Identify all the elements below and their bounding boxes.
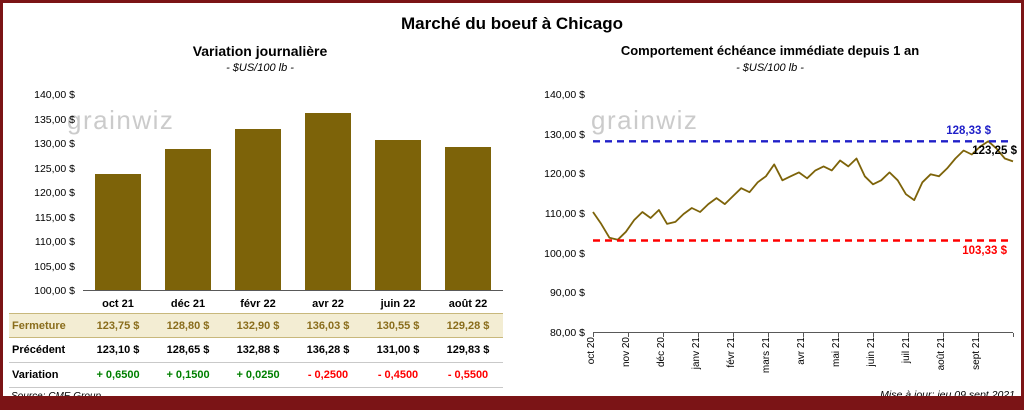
price-line-chart <box>592 140 1014 242</box>
category-label: juin 22 <box>380 298 416 310</box>
x-tick <box>943 333 944 337</box>
table-cell: 130,55 $ <box>376 319 420 332</box>
category-row: oct 21 déc 21 févr 22 avr 22 juin 22 août 22 <box>9 295 503 313</box>
x-tick <box>873 333 874 337</box>
x-axis-label: juil 21 <box>901 337 912 364</box>
y-axis-label: 140,00 $ <box>34 89 75 101</box>
table-cell: 131,00 $ <box>376 344 420 356</box>
row-label: Précédent <box>12 344 66 356</box>
table-cell: 128,80 $ <box>166 319 210 332</box>
table-cell: 136,28 $ <box>306 344 350 356</box>
y-axis-label: 90,00 $ <box>549 287 585 300</box>
table-cell: - 0,5500 <box>447 369 489 381</box>
table-cell: 129,28 $ <box>446 319 490 332</box>
row-label: Variation <box>12 369 59 381</box>
x-tick <box>838 333 839 337</box>
category-label: avr 22 <box>312 298 344 310</box>
x-tick <box>768 333 769 337</box>
category-label: déc 21 <box>170 298 206 310</box>
table-cell: 132,88 $ <box>236 344 280 356</box>
category-label: oct 21 <box>102 298 134 310</box>
y-axis-label: 100,00 $ <box>34 285 75 297</box>
bar-juin-22 <box>375 140 421 290</box>
x-axis-label: févr 21 <box>726 337 737 368</box>
y-axis-label: 130,00 $ <box>544 128 585 141</box>
table-cell: + 0,6500 <box>96 369 140 381</box>
x-tick <box>698 333 699 337</box>
y-axis-label: 110,00 $ <box>34 236 75 248</box>
table-cell: + 0,1500 <box>166 369 210 381</box>
table-cell: 128,65 $ <box>166 344 210 356</box>
x-tick <box>593 333 594 337</box>
daily-variation-panel: Variation journalière - $US/100 lb - gra… <box>9 41 511 402</box>
bar-févr-22 <box>235 128 281 290</box>
bar-avr-22 <box>305 113 351 290</box>
x-axis-label: juin 21 <box>866 337 877 367</box>
x-axis-label: mai 21 <box>831 337 842 368</box>
x-tick <box>733 333 734 337</box>
bar-plot-area <box>83 95 503 291</box>
y-axis-label: 125,00 $ <box>34 162 75 175</box>
table-cell: 123,75 $ <box>96 319 140 332</box>
y-axis-label: 120,00 $ <box>34 187 75 199</box>
y-axis-label: 115,00 $ <box>34 211 75 224</box>
x-tick <box>978 333 979 337</box>
y-axis-label: 120,00 $ <box>544 168 585 181</box>
row-label: Fermeture <box>12 319 66 332</box>
x-axis-label: août 21 <box>936 337 947 371</box>
table-cell: 132,90 $ <box>236 319 280 332</box>
x-axis-label: nov 20 <box>621 337 632 368</box>
x-axis-label: oct 20 <box>586 337 597 365</box>
y-axis-label: 110,00 $ <box>544 208 585 220</box>
table-cell: - 0,4500 <box>377 369 419 381</box>
x-axis-label: avr 21 <box>796 337 807 365</box>
price-table: oct 21 déc 21 févr 22 avr 22 juin 22 août 22 F… <box>9 295 503 388</box>
page-title: Marché du boeuf à Chicago <box>401 14 623 33</box>
one-year-trend-panel: Comportement échéance immédiate depuis 1… <box>519 41 1021 401</box>
table-cell: 136,03 $ <box>306 319 350 332</box>
bar-oct-21 <box>95 173 141 290</box>
low-reference-line-label: 103,33 $ <box>962 245 1007 258</box>
table-cell: - 0,2500 <box>307 369 349 381</box>
line-chart-title: Comportement échéance immédiate depuis 1… <box>620 43 920 58</box>
x-tick <box>803 333 804 337</box>
last-value-label: 123,25 $ <box>972 145 1017 158</box>
x-axis-label: sept 21 <box>971 337 982 370</box>
table-row-previous: Précédent 123,10 $ 128,65 $ 132,88 $ 136,28 … <box>9 338 503 363</box>
category-label: févr 22 <box>240 298 276 310</box>
table-row-variation: Variation + 0,6500 + 0,1500 + 0,0250 - 0,250… <box>9 363 503 388</box>
y-axis-label: 105,00 $ <box>34 260 75 273</box>
x-axis-label: janv 21 <box>691 337 702 370</box>
x-tick <box>908 333 909 337</box>
bar-chart-title: Variation journalière <box>192 43 328 59</box>
x-tick <box>1013 333 1014 337</box>
high-reference-line-label: 128,33 $ <box>946 125 991 138</box>
table-cell: 129,83 $ <box>446 344 490 356</box>
table-cell: + 0,0250 <box>236 369 280 381</box>
y-axis-label: 100,00 $ <box>544 247 585 260</box>
line-chart-subtitle: - $US/100 lb - <box>736 62 804 74</box>
table-cell: 123,10 $ <box>96 344 140 356</box>
category-label: août 22 <box>448 298 488 310</box>
bar-déc-21 <box>165 148 211 290</box>
line-plot-area <box>592 95 1014 333</box>
bottom-accent-bar <box>3 396 1021 407</box>
x-tick <box>663 333 664 337</box>
bar-chart-subtitle: - $US/100 lb - <box>226 62 294 74</box>
y-axis-label: 80,00 $ <box>549 327 585 339</box>
table-row-close: Fermeture 123,75 $ 128,80 $ 132,90 $ 136,03 … <box>9 313 503 338</box>
y-axis-label: 130,00 $ <box>34 138 75 150</box>
y-axis-label: 135,00 $ <box>34 113 75 126</box>
y-axis-label: 140,00 $ <box>544 89 585 101</box>
x-tick <box>628 333 629 337</box>
price-line <box>592 140 1014 241</box>
x-axis-label: déc 20 <box>656 337 667 368</box>
bar-août-22 <box>445 146 491 290</box>
x-axis-label: mars 21 <box>761 337 772 374</box>
